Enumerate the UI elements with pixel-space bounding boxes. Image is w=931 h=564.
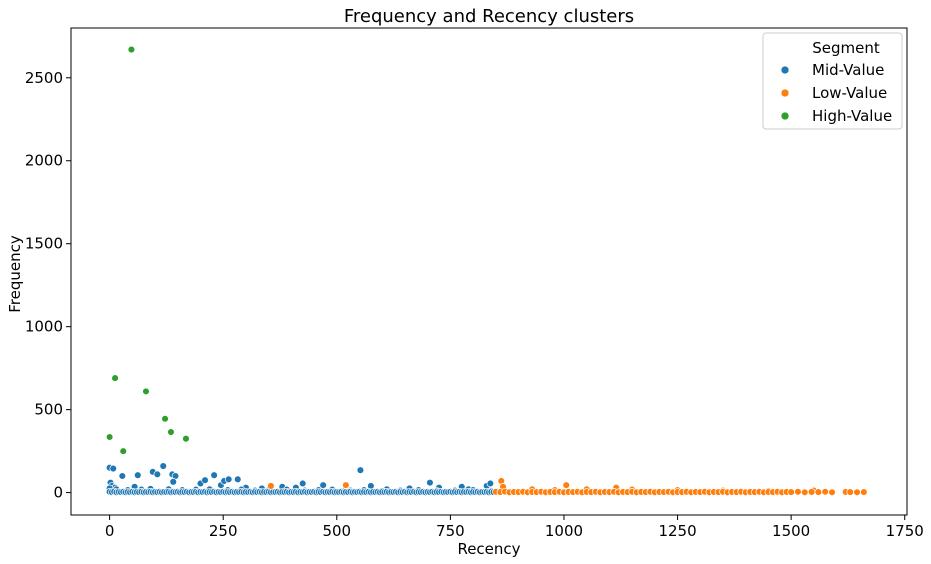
legend-marker-high-value (780, 111, 790, 121)
legend-box (762, 32, 903, 130)
x-tick-label: 1250 (658, 522, 696, 540)
x-tick-label: 1000 (545, 522, 583, 540)
y-tick-label: 0 (53, 484, 63, 502)
legend: Segment Mid-Value Low-Value High-Value (762, 32, 903, 130)
y-tick-label: 2500 (25, 69, 63, 87)
mid-value-point (109, 464, 117, 473)
y-axis-label: Frequency (6, 235, 24, 313)
x-tick-label: 1750 (886, 522, 924, 540)
legend-marker-mid-value (780, 65, 790, 75)
x-tick-label: 500 (322, 522, 351, 540)
high-value-point (182, 434, 190, 443)
legend-items: Mid-Value Low-Value High-Value (780, 61, 892, 125)
mid-value-point (153, 470, 162, 479)
low-value-point (814, 488, 823, 496)
low-value-point (342, 481, 350, 489)
x-axis-label: Recency (457, 540, 520, 558)
mid-value-point (486, 479, 495, 488)
low-value-point (860, 488, 868, 496)
high-value-point (127, 45, 136, 54)
mid-value-point (201, 476, 209, 484)
legend-title: Segment (812, 39, 880, 57)
high-value-point (105, 433, 114, 441)
mid-value-point (426, 478, 434, 487)
high-value-point (119, 447, 127, 455)
high-value-point (111, 374, 119, 382)
mid-value-point (159, 462, 167, 470)
mid-value-point (356, 466, 365, 474)
x-tick-label: 250 (209, 522, 238, 540)
points-layer (105, 45, 868, 497)
y-tick-label: 1000 (25, 318, 63, 336)
y-tick-label: 2000 (25, 152, 63, 170)
low-value-point (794, 488, 802, 496)
low-value-point (562, 481, 570, 489)
plot-frame (70, 27, 908, 516)
y-tick-label: 1500 (25, 235, 63, 253)
mid-value-point (118, 472, 127, 480)
y-tick-label: 500 (34, 401, 63, 419)
low-value-point (853, 488, 861, 497)
high-value-point (161, 415, 169, 423)
x-tick-label: 0 (105, 522, 115, 540)
low-value-point (267, 482, 275, 490)
low-value-point (846, 488, 854, 496)
mid-value-point (169, 478, 177, 486)
low-value-point (821, 488, 829, 496)
legend-label-low-value: Low-Value (812, 84, 887, 102)
x-tick-label: 1500 (772, 522, 810, 540)
low-value-point (787, 488, 795, 496)
mid-value-point (298, 479, 307, 488)
mid-value-point (234, 475, 242, 484)
mid-value-point (134, 471, 142, 479)
y-axis-ticks: 0 500 1000 1500 2000 2500 (25, 69, 71, 502)
x-tick-label: 750 (436, 522, 465, 540)
legend-label-mid-value: Mid-Value (812, 61, 884, 79)
mid-value-point (224, 475, 233, 484)
x-axis-ticks: 0 250 500 750 1000 1250 1500 1750 (105, 515, 924, 540)
high-value-point (142, 387, 150, 396)
low-value-point (807, 488, 816, 496)
legend-label-high-value: High-Value (812, 107, 892, 125)
high-value-point (167, 428, 175, 436)
legend-marker-low-value (780, 88, 790, 98)
mid-value-point (210, 471, 218, 479)
low-value-point (828, 488, 836, 497)
chart-title: Frequency and Recency clusters (344, 6, 634, 27)
low-value-point (801, 488, 809, 497)
